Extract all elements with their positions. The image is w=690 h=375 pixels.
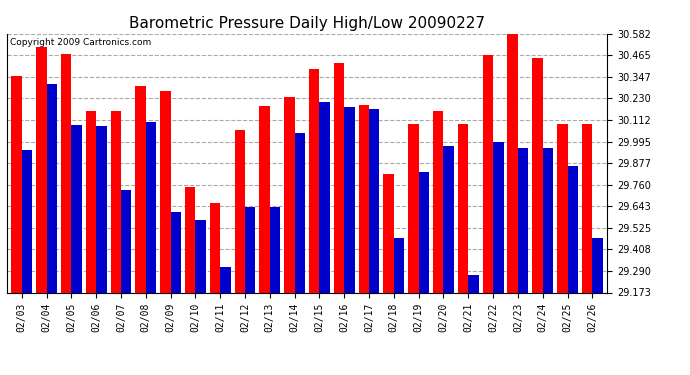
Bar xyxy=(170,212,181,292)
Bar xyxy=(483,55,493,292)
Bar xyxy=(61,54,71,292)
Bar xyxy=(319,102,330,292)
Bar xyxy=(384,174,394,292)
Bar xyxy=(86,111,96,292)
Bar xyxy=(36,47,47,292)
Bar xyxy=(419,172,429,292)
Bar xyxy=(259,106,270,292)
Bar xyxy=(433,111,444,292)
Bar xyxy=(160,91,170,292)
Bar xyxy=(185,186,195,292)
Bar xyxy=(22,150,32,292)
Bar xyxy=(96,126,107,292)
Bar xyxy=(146,122,156,292)
Bar xyxy=(235,130,245,292)
Bar xyxy=(270,207,280,292)
Bar xyxy=(284,96,295,292)
Bar xyxy=(47,84,57,292)
Bar xyxy=(110,111,121,292)
Bar xyxy=(543,148,553,292)
Bar xyxy=(220,267,230,292)
Bar xyxy=(195,220,206,292)
Bar xyxy=(121,190,131,292)
Bar xyxy=(444,146,454,292)
Bar xyxy=(359,105,369,292)
Bar xyxy=(245,207,255,292)
Bar xyxy=(458,124,469,292)
Bar xyxy=(507,34,518,292)
Title: Barometric Pressure Daily High/Low 20090227: Barometric Pressure Daily High/Low 20090… xyxy=(129,16,485,31)
Bar xyxy=(582,124,592,292)
Bar xyxy=(369,110,380,292)
Bar xyxy=(408,124,419,292)
Bar xyxy=(493,142,504,292)
Text: Copyright 2009 Cartronics.com: Copyright 2009 Cartronics.com xyxy=(10,38,151,46)
Bar xyxy=(334,63,344,292)
Bar xyxy=(71,125,82,292)
Bar xyxy=(135,86,146,292)
Bar xyxy=(592,238,603,292)
Bar xyxy=(11,76,22,292)
Bar xyxy=(309,69,319,292)
Bar xyxy=(567,166,578,292)
Bar xyxy=(210,203,220,292)
Bar xyxy=(394,238,404,292)
Bar xyxy=(344,106,355,292)
Bar xyxy=(295,133,305,292)
Bar xyxy=(469,274,479,292)
Bar xyxy=(518,148,529,292)
Bar xyxy=(557,124,567,292)
Bar xyxy=(532,58,543,292)
